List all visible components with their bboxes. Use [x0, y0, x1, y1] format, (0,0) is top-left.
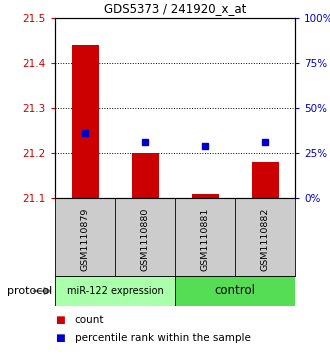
Bar — [55, 276, 175, 306]
Text: percentile rank within the sample: percentile rank within the sample — [75, 333, 251, 343]
Bar — [191, 193, 218, 198]
Text: ■: ■ — [55, 333, 65, 343]
Bar — [131, 153, 158, 198]
Bar — [72, 45, 98, 198]
Text: miR-122 expression: miR-122 expression — [67, 286, 163, 296]
Text: GSM1110879: GSM1110879 — [81, 207, 89, 271]
Text: ■: ■ — [55, 315, 65, 325]
Bar — [251, 162, 279, 198]
Text: count: count — [75, 315, 104, 325]
Text: control: control — [214, 285, 255, 298]
Bar — [175, 276, 295, 306]
Text: GSM1110880: GSM1110880 — [141, 207, 149, 271]
Text: GSM1110881: GSM1110881 — [201, 207, 210, 271]
Title: GDS5373 / 241920_x_at: GDS5373 / 241920_x_at — [104, 3, 246, 16]
Text: protocol: protocol — [7, 286, 52, 296]
Text: GSM1110882: GSM1110882 — [260, 207, 270, 271]
